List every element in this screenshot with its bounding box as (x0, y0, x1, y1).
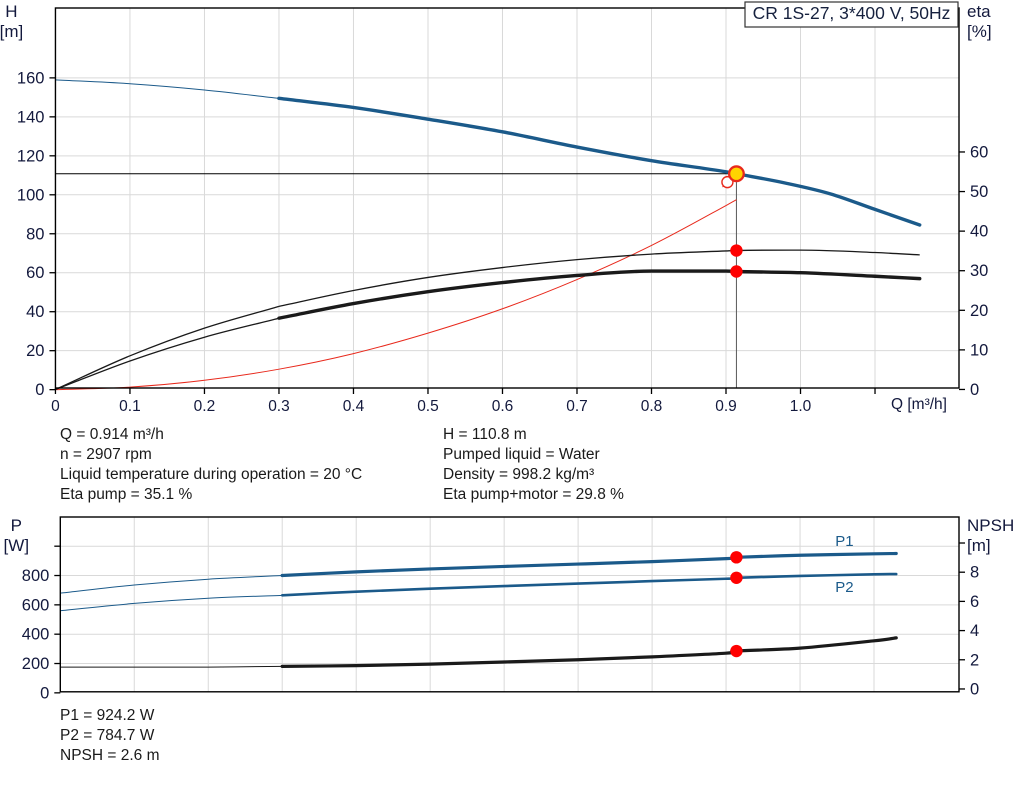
svg-text:2: 2 (970, 651, 979, 669)
svg-text:0.9: 0.9 (715, 398, 737, 415)
svg-text:200: 200 (22, 655, 50, 673)
svg-text:NPSH: NPSH (967, 516, 1014, 535)
svg-text:P: P (11, 516, 22, 535)
svg-text:60: 60 (26, 264, 44, 282)
svg-text:400: 400 (22, 626, 50, 644)
svg-text:80: 80 (26, 225, 44, 243)
svg-text:50: 50 (970, 183, 988, 201)
svg-text:0.3: 0.3 (268, 398, 290, 415)
svg-text:40: 40 (970, 223, 988, 241)
svg-text:0: 0 (40, 684, 49, 702)
svg-text:20: 20 (970, 302, 988, 320)
svg-text:[W]: [W] (4, 536, 30, 555)
svg-text:CR 1S-27, 3*400 V, 50Hz: CR 1S-27, 3*400 V, 50Hz (753, 3, 951, 23)
svg-text:800: 800 (22, 567, 50, 585)
svg-text:0: 0 (35, 381, 44, 399)
svg-text:120: 120 (17, 147, 45, 165)
svg-text:600: 600 (22, 596, 50, 614)
svg-text:P1: P1 (835, 533, 853, 550)
svg-text:P2: P2 (835, 579, 853, 596)
svg-text:0.1: 0.1 (119, 398, 141, 415)
svg-text:Q [m³/h]: Q [m³/h] (891, 396, 947, 413)
svg-text:10: 10 (970, 341, 988, 359)
svg-text:1.0: 1.0 (790, 398, 812, 415)
svg-text:6: 6 (970, 593, 979, 611)
svg-text:140: 140 (17, 108, 45, 126)
svg-text:60: 60 (970, 143, 988, 161)
svg-text:0.5: 0.5 (417, 398, 439, 415)
svg-text:8: 8 (970, 564, 979, 582)
svg-text:0: 0 (51, 398, 60, 415)
svg-text:0.7: 0.7 (566, 398, 588, 415)
svg-text:0.4: 0.4 (343, 398, 365, 415)
svg-text:eta: eta (967, 2, 991, 21)
svg-text:0.6: 0.6 (492, 398, 514, 415)
svg-text:100: 100 (17, 186, 45, 204)
svg-text:160: 160 (17, 69, 45, 87)
svg-text:4: 4 (970, 622, 979, 640)
svg-text:0.8: 0.8 (641, 398, 663, 415)
svg-text:0: 0 (970, 680, 979, 698)
svg-text:H: H (5, 2, 17, 21)
svg-text:[%]: [%] (967, 22, 992, 41)
svg-text:[m]: [m] (0, 22, 23, 41)
svg-text:[m]: [m] (967, 536, 991, 555)
svg-text:20: 20 (26, 342, 44, 360)
svg-text:40: 40 (26, 303, 44, 321)
svg-text:0.2: 0.2 (194, 398, 216, 415)
svg-text:0: 0 (970, 381, 979, 399)
svg-text:30: 30 (970, 262, 988, 280)
